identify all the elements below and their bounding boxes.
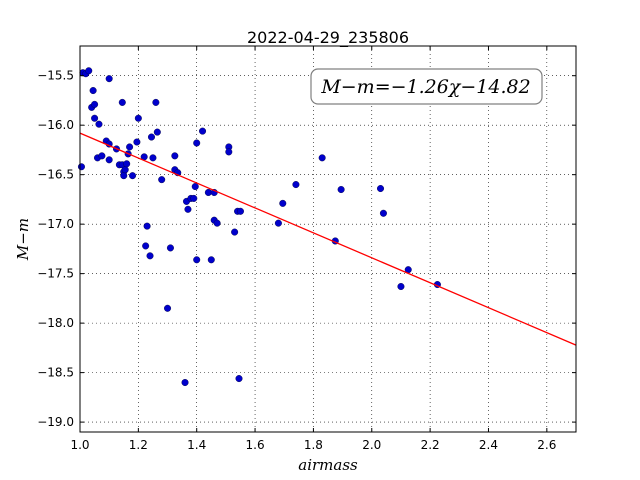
x-tick-label: 2.2 [421, 438, 440, 452]
data-point [95, 120, 103, 128]
data-point [279, 199, 287, 207]
data-point [142, 242, 150, 250]
data-point [123, 160, 131, 168]
data-point [171, 152, 179, 160]
y-axis-label: M−m [14, 218, 32, 261]
data-point [129, 172, 137, 180]
chart-title: 2022-04-29_235806 [247, 28, 409, 48]
y-tick-label: −16.0 [37, 118, 74, 132]
x-tick-label: 2.6 [537, 438, 556, 452]
y-tick-label: −19.0 [37, 415, 74, 429]
plot-frame [79, 45, 577, 433]
data-point [199, 127, 207, 135]
annotation-box [310, 68, 543, 105]
data-point [181, 379, 189, 387]
x-tick-label: 2.0 [362, 438, 381, 452]
data-point [146, 252, 154, 260]
y-tick-label: −16.5 [37, 168, 74, 182]
data-point [377, 185, 385, 193]
x-tick-label: 1.0 [70, 438, 89, 452]
data-point [91, 100, 99, 108]
data-point [143, 222, 151, 230]
data-point [153, 128, 161, 136]
data-point [235, 375, 243, 383]
x-axis-label: airmass [298, 456, 358, 474]
fit-line-group [79, 132, 577, 346]
axis-ticks: 1.0 1.2 1.4 1.6 1.8 2.0 2.2 2.4 2.6 −15.5 −16.0 −16… [37, 46, 576, 452]
data-point [164, 304, 172, 312]
data-point [193, 256, 201, 264]
data-point [292, 181, 300, 189]
x-tick-label: 1.4 [187, 438, 206, 452]
annotation-text: M−m=−1.26χ−14.82 [320, 76, 530, 98]
x-tick-label: 1.8 [304, 438, 323, 452]
data-point [204, 188, 212, 196]
data-point [134, 114, 142, 122]
x-tick-label: 1.2 [129, 438, 148, 452]
data-point [91, 114, 99, 122]
y-tick-label: −18.5 [37, 366, 74, 380]
data-point [166, 244, 174, 252]
data-points [77, 67, 441, 387]
data-point [231, 228, 239, 236]
data-point [105, 156, 113, 164]
data-point [213, 219, 221, 227]
data-point [89, 87, 97, 95]
data-point [120, 172, 128, 180]
data-point [147, 133, 155, 141]
data-point [158, 176, 166, 184]
y-tick-label: −17.5 [37, 267, 74, 281]
x-tick-label: 2.4 [479, 438, 498, 452]
data-point [85, 67, 93, 75]
data-point [274, 219, 282, 227]
y-tick-label: −17.0 [37, 217, 74, 231]
data-point [190, 194, 198, 202]
data-point [225, 148, 233, 156]
data-point [236, 207, 244, 215]
data-point [337, 186, 345, 194]
data-point [98, 152, 106, 160]
data-point [379, 209, 387, 217]
fit-line [79, 132, 577, 346]
fit-annotation: M−m=−1.26χ−14.82 [310, 68, 543, 105]
data-point [397, 283, 405, 291]
data-point [126, 143, 134, 151]
data-point [318, 154, 326, 162]
data-point [149, 154, 157, 162]
data-point [121, 166, 129, 174]
data-point [191, 183, 199, 191]
data-point [152, 98, 160, 106]
y-tick-label: −15.5 [37, 69, 74, 83]
data-point [118, 98, 126, 106]
data-point [77, 163, 85, 171]
data-point [184, 205, 192, 213]
data-point [105, 75, 113, 83]
data-point [207, 256, 215, 264]
x-tick-label: 1.6 [246, 438, 265, 452]
y-tick-label: −18.0 [37, 316, 74, 330]
data-point [193, 139, 201, 147]
data-point [133, 138, 141, 146]
